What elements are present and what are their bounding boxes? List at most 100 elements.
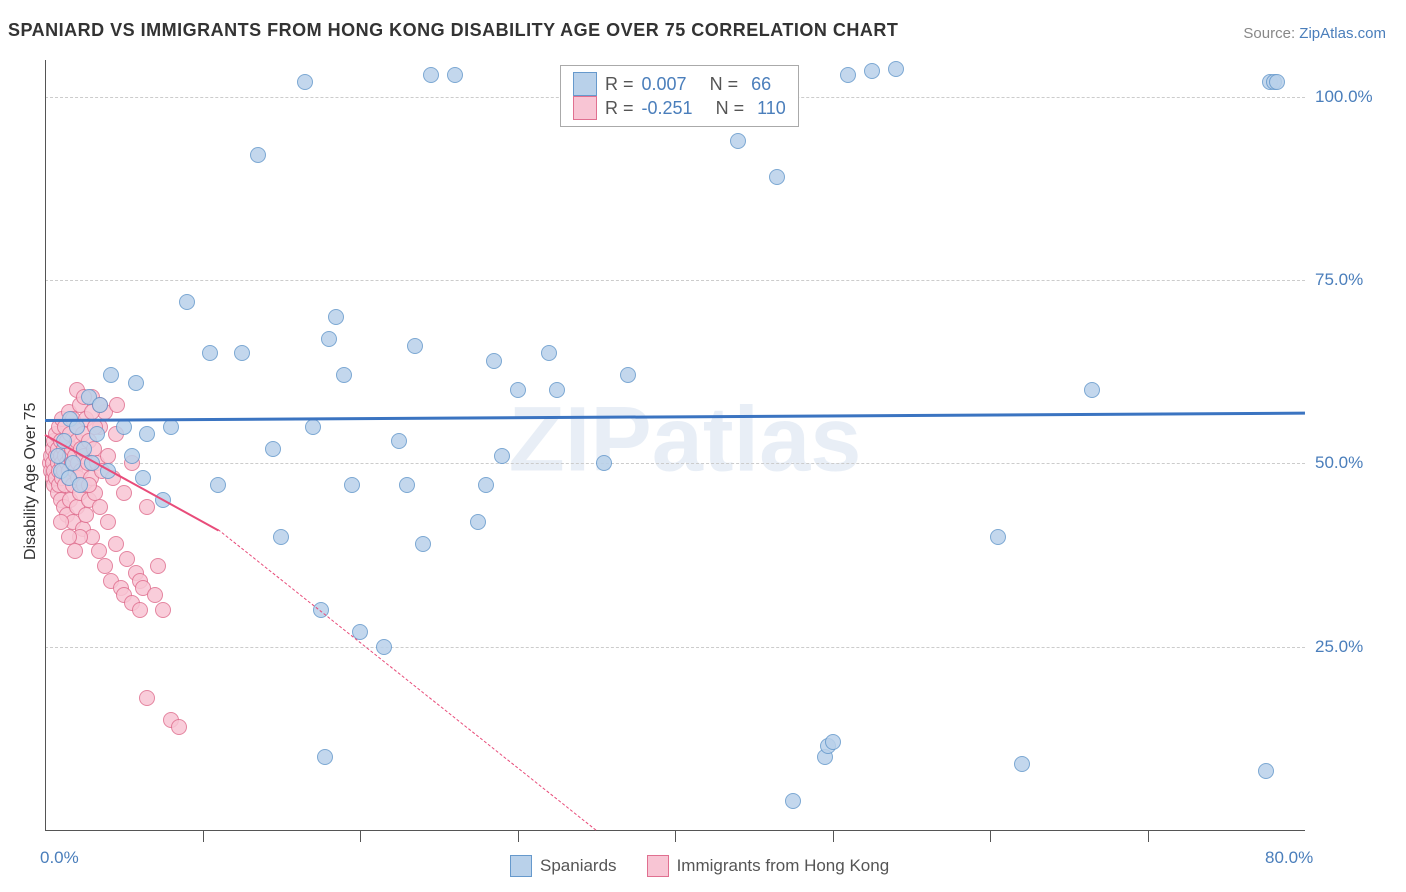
- data-point: [67, 543, 83, 559]
- data-point: [825, 734, 841, 750]
- legend-label: Immigrants from Hong Kong: [677, 856, 890, 876]
- legend-swatch: [573, 72, 597, 96]
- data-point: [596, 455, 612, 471]
- data-point: [128, 375, 144, 391]
- data-point: [103, 367, 119, 383]
- x-tick-label: 0.0%: [40, 848, 79, 868]
- data-point: [108, 536, 124, 552]
- data-point: [328, 309, 344, 325]
- data-point: [336, 367, 352, 383]
- source-prefix: Source:: [1243, 25, 1299, 42]
- data-point: [1258, 763, 1274, 779]
- data-point: [92, 499, 108, 515]
- data-point: [888, 61, 904, 77]
- data-point: [415, 536, 431, 552]
- y-axis-label: Disability Age Over 75: [22, 403, 40, 560]
- data-point: [399, 477, 415, 493]
- data-point: [864, 63, 880, 79]
- data-point: [486, 353, 502, 369]
- data-point: [139, 690, 155, 706]
- data-point: [72, 477, 88, 493]
- x-tick-minor: [1148, 830, 1149, 842]
- data-point: [769, 169, 785, 185]
- data-point: [61, 529, 77, 545]
- legend-swatch: [647, 855, 669, 877]
- correlation-legend: R = 0.007 N = 66R = -0.251 N = 110: [560, 65, 799, 127]
- data-point: [150, 558, 166, 574]
- x-tick-minor: [833, 830, 834, 842]
- data-point: [139, 426, 155, 442]
- data-point: [147, 587, 163, 603]
- series-legend: Spaniards Immigrants from Hong Kong: [510, 855, 889, 877]
- legend-item: Spaniards: [510, 855, 617, 877]
- data-point: [124, 448, 140, 464]
- scatter-plot-area: ZIPatlas 25.0%50.0%75.0%100.0%0.0%80.0%: [45, 60, 1305, 830]
- legend-item: Immigrants from Hong Kong: [647, 855, 890, 877]
- data-point: [100, 448, 116, 464]
- x-axis: [45, 830, 1305, 831]
- legend-row: R = 0.007 N = 66: [573, 72, 786, 96]
- data-point: [423, 67, 439, 83]
- y-tick-label: 25.0%: [1315, 637, 1363, 657]
- gridline-h: [45, 647, 1305, 648]
- data-point: [65, 455, 81, 471]
- x-tick-minor: [203, 830, 204, 842]
- data-point: [376, 639, 392, 655]
- data-point: [100, 514, 116, 530]
- data-point: [541, 345, 557, 361]
- data-point: [494, 448, 510, 464]
- data-point: [89, 426, 105, 442]
- data-point: [510, 382, 526, 398]
- data-point: [97, 558, 113, 574]
- trend-line: [45, 412, 1305, 422]
- data-point: [116, 485, 132, 501]
- data-point: [171, 719, 187, 735]
- gridline-h: [45, 280, 1305, 281]
- data-point: [317, 749, 333, 765]
- data-point: [273, 529, 289, 545]
- y-tick-label: 75.0%: [1315, 270, 1363, 290]
- y-tick-label: 100.0%: [1315, 87, 1373, 107]
- data-point: [305, 419, 321, 435]
- data-point: [1014, 756, 1030, 772]
- data-point: [155, 602, 171, 618]
- data-point: [109, 397, 125, 413]
- data-point: [1084, 382, 1100, 398]
- data-point: [990, 529, 1006, 545]
- data-point: [91, 543, 107, 559]
- data-point: [53, 514, 69, 530]
- source-attribution: Source: ZipAtlas.com: [1243, 25, 1386, 42]
- data-point: [730, 133, 746, 149]
- legend-row: R = -0.251 N = 110: [573, 96, 786, 120]
- trend-line: [218, 529, 597, 830]
- data-point: [132, 602, 148, 618]
- x-tick-minor: [518, 830, 519, 842]
- x-tick-minor: [675, 830, 676, 842]
- source-link[interactable]: ZipAtlas.com: [1299, 25, 1386, 42]
- watermark-text: ZIPatlas: [509, 388, 862, 493]
- data-point: [321, 331, 337, 347]
- data-point: [391, 433, 407, 449]
- legend-swatch: [573, 96, 597, 120]
- x-tick-minor: [990, 830, 991, 842]
- data-point: [549, 382, 565, 398]
- data-point: [265, 441, 281, 457]
- y-tick-label: 50.0%: [1315, 453, 1363, 473]
- legend-label: Spaniards: [540, 856, 617, 876]
- data-point: [250, 147, 266, 163]
- data-point: [179, 294, 195, 310]
- data-point: [210, 477, 226, 493]
- data-point: [470, 514, 486, 530]
- data-point: [139, 499, 155, 515]
- legend-swatch: [510, 855, 532, 877]
- data-point: [407, 338, 423, 354]
- chart-title: SPANIARD VS IMMIGRANTS FROM HONG KONG DI…: [8, 20, 898, 41]
- data-point: [344, 477, 360, 493]
- data-point: [50, 448, 66, 464]
- data-point: [92, 397, 108, 413]
- data-point: [119, 551, 135, 567]
- data-point: [202, 345, 218, 361]
- x-tick-minor: [360, 830, 361, 842]
- gridline-h: [45, 463, 1305, 464]
- data-point: [785, 793, 801, 809]
